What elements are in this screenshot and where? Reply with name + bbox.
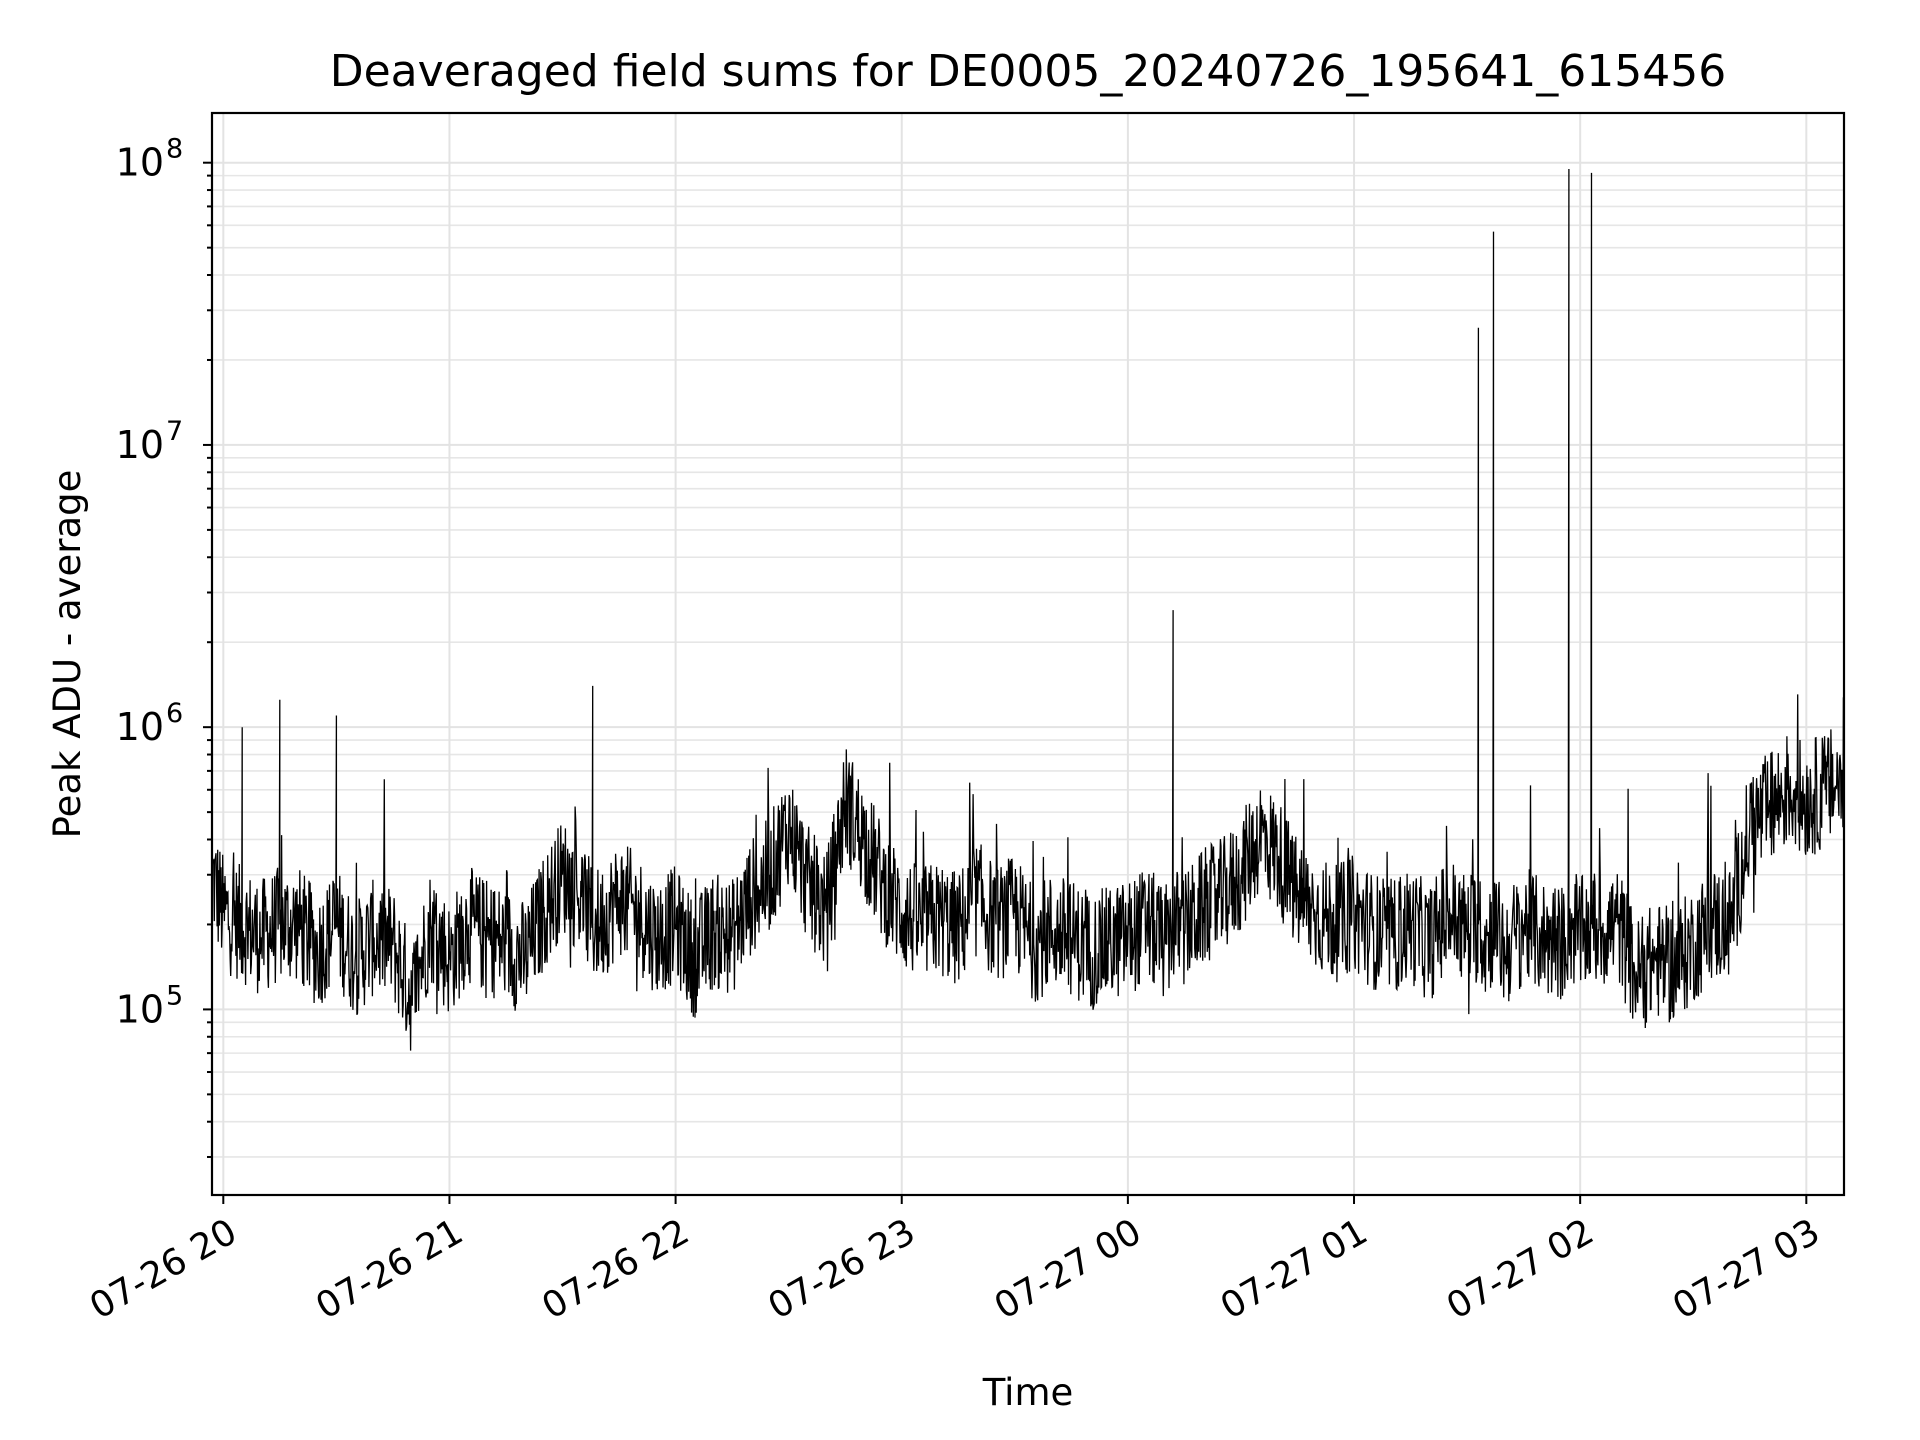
y-tick-label: 10 bbox=[116, 987, 164, 1031]
plot-frame bbox=[210, 111, 1846, 1197]
x-tick-labels: 07-26 20 07-26 21 07-26 22 07-26 23 07-27 00… bbox=[83, 1211, 1827, 1327]
series-line bbox=[211, 168, 1845, 1051]
x-tick-label: 07-26 20 bbox=[83, 1211, 244, 1327]
x-tick-label: 07-27 01 bbox=[1214, 1211, 1375, 1327]
y-tick-exponent: 7 bbox=[166, 416, 183, 447]
y-tick-exponent: 5 bbox=[166, 980, 183, 1011]
y-axis-label: Peak ADU - average bbox=[46, 470, 89, 839]
x-tick-label: 07-27 02 bbox=[1440, 1211, 1601, 1327]
x-tick-label: 07-26 23 bbox=[762, 1211, 923, 1327]
y-tick-label: 10 bbox=[116, 141, 164, 185]
major-gridlines bbox=[212, 113, 1844, 1195]
chart-title: Deaveraged field sums for DE0005_2024072… bbox=[330, 46, 1727, 97]
x-axis-label: Time bbox=[982, 1371, 1074, 1414]
minor-gridlines bbox=[212, 174, 1844, 1158]
x-tick-label: 07-27 03 bbox=[1666, 1211, 1827, 1327]
y-tick-label: 10 bbox=[116, 423, 164, 467]
axis-ticks bbox=[203, 161, 1808, 1204]
x-tick-label: 07-27 00 bbox=[988, 1211, 1149, 1327]
x-tick-label: 07-26 22 bbox=[535, 1211, 696, 1327]
y-tick-exponent: 6 bbox=[166, 698, 183, 729]
y-tick-exponent: 8 bbox=[166, 134, 183, 165]
x-tick-label: 07-26 21 bbox=[309, 1211, 470, 1327]
y-tick-label: 10 bbox=[116, 705, 164, 749]
